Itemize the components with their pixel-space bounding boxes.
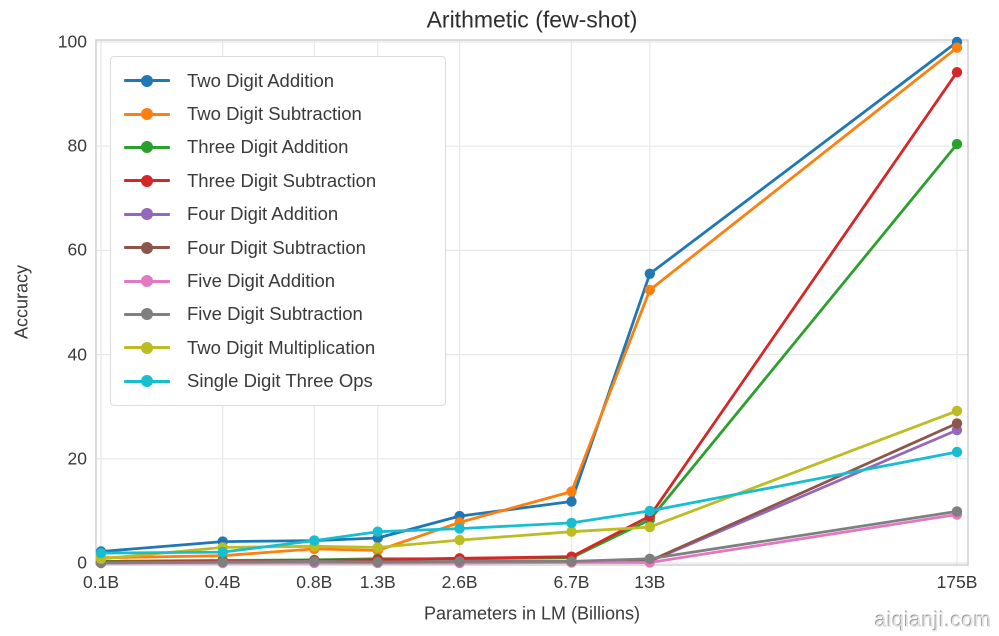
line-dot-marker-icon [124,308,170,321]
legend-item-label: Two Digit Subtraction [187,103,362,125]
legend-item: Single Digit Three Ops [111,365,445,398]
line-dot-marker-icon [124,375,170,388]
legend-item: Four Digit Addition [111,198,445,231]
x-tick-label: 0.4B [204,572,241,592]
x-tick-label: 6.7B [553,572,590,592]
watermark: aiqianji.com [875,609,992,632]
legend-item-label: Two Digit Addition [187,69,335,91]
y-tick-label: 100 [57,31,87,52]
line-dot-marker-icon [124,241,170,254]
legend-item-label: Two Digit Multiplication [187,336,376,358]
y-tick-label: 0 [77,552,87,573]
line-dot-marker-icon [124,108,170,121]
legend-item-label: Five Digit Subtraction [187,303,363,325]
legend-item-label: Single Digit Three Ops [187,370,373,392]
legend-item-label: Four Digit Addition [187,203,339,225]
legend-item: Three Digit Addition [111,131,445,164]
legend: Two Digit Addition Two Digit Subtraction… [110,56,446,406]
legend-item-label: Three Digit Subtraction [187,169,377,191]
legend-item: Four Digit Subtraction [111,231,445,264]
x-tick-label: 175B [936,572,978,592]
legend-item: Three Digit Subtraction [111,164,445,197]
y-tick-label: 80 [67,135,87,156]
legend-item-label: Four Digit Subtraction [187,236,366,258]
x-tick-label: 0.8B [296,572,333,592]
x-axis-label: Parameters in LM (Billions) [423,603,641,624]
legend-item: Five Digit Subtraction [111,298,445,331]
x-tick-label: 2.6B [441,572,478,592]
line-dot-marker-icon [124,341,170,354]
line-dot-marker-icon [124,141,170,154]
y-tick-label: 40 [67,344,87,365]
chart-title: Arithmetic (few-shot) [426,6,638,33]
legend-item: Five Digit Addition [111,264,445,297]
legend-item-label: Three Digit Addition [187,136,349,158]
x-tick-label: 0.1B [83,572,119,592]
legend-item: Two Digit Multiplication [111,331,445,364]
y-axis-label: Accuracy [11,264,32,340]
y-tick-label: 60 [67,239,87,260]
line-dot-marker-icon [124,208,170,221]
x-tick-label: 13B [634,572,666,592]
line-dot-marker-icon [124,74,170,87]
legend-item: Two Digit Subtraction [111,97,445,130]
line-dot-marker-icon [124,275,170,288]
legend-item-label: Five Digit Addition [187,270,336,292]
y-tick-label: 20 [67,448,87,469]
legend-item: Two Digit Addition [111,64,445,97]
x-tick-label: 1.3B [359,572,396,592]
line-dot-marker-icon [124,174,170,187]
